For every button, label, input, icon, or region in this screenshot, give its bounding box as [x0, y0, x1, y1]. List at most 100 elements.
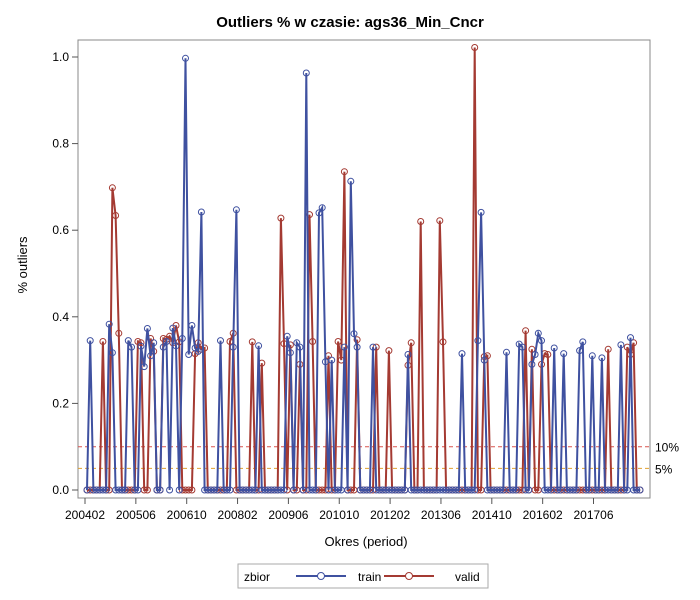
data-point-valid	[334, 338, 342, 345]
data-point-train	[172, 342, 180, 350]
data-point-valid	[522, 327, 530, 335]
data-point-train	[296, 343, 304, 351]
data-point-train	[178, 335, 186, 342]
data-point-train	[108, 349, 116, 357]
data-point-train	[328, 356, 336, 364]
y-tick-label: 0.2	[52, 396, 69, 410]
data-point-valid	[248, 338, 256, 346]
legend-label-train: train	[358, 570, 381, 584]
data-point-train	[334, 486, 342, 494]
data-point-train	[363, 486, 371, 494]
data-point-train	[611, 486, 619, 494]
x-tick-label: 201010	[319, 508, 359, 522]
data-point-train	[147, 352, 155, 360]
data-point-valid	[407, 339, 415, 347]
series-line-train	[86, 58, 640, 491]
data-point-train	[175, 486, 183, 494]
data-point-train	[474, 337, 482, 345]
data-point-train	[140, 363, 148, 371]
x-tick-label: 200906	[268, 508, 308, 522]
data-point-train	[572, 486, 580, 494]
data-point-valid	[137, 339, 145, 347]
data-point-train	[576, 347, 584, 355]
data-point-train	[369, 343, 377, 351]
data-point-valid	[143, 486, 151, 494]
data-point-train	[620, 486, 628, 494]
data-point-valid	[201, 344, 209, 352]
data-point-train	[636, 486, 644, 494]
x-tick-label: 201602	[523, 508, 563, 522]
data-point-valid	[115, 329, 123, 337]
data-point-train	[232, 206, 240, 214]
x-tick-label: 201306	[421, 508, 461, 522]
data-point-train	[156, 486, 164, 494]
data-point-train	[137, 342, 145, 350]
data-point-train	[194, 347, 202, 355]
data-point-valid	[604, 345, 612, 353]
legend-label-valid: valid	[455, 570, 480, 584]
data-point-train	[86, 337, 94, 345]
x-tick-label: 200610	[167, 508, 207, 522]
data-point-train	[592, 486, 599, 494]
data-point-valid	[99, 338, 107, 345]
data-point-valid	[439, 338, 447, 346]
x-tick-label: 201706	[573, 508, 613, 522]
data-point-train	[347, 177, 355, 185]
data-point-train	[617, 341, 625, 349]
data-point-train	[468, 486, 476, 494]
data-point-train	[522, 486, 530, 494]
data-point-train	[277, 486, 285, 494]
data-point-train	[452, 486, 460, 494]
x-tick-label: 200402	[65, 508, 105, 522]
data-point-valid	[471, 44, 479, 51]
data-point-train	[121, 486, 129, 494]
data-point-train	[229, 343, 237, 351]
data-point-train	[350, 330, 358, 338]
data-point-train	[223, 486, 231, 494]
data-point-train	[102, 486, 110, 494]
data-point-train	[471, 486, 479, 494]
data-point-valid	[544, 351, 552, 358]
data-point-train	[118, 486, 126, 494]
data-point-train	[185, 351, 193, 358]
data-point-train	[309, 486, 317, 494]
reference-line-label: 5%	[655, 462, 673, 476]
y-axis: 0.0 0.2 0.4 0.6 0.8 1.0	[52, 50, 78, 497]
y-tick-label: 0.0	[52, 483, 69, 497]
data-point-train	[210, 486, 218, 494]
data-point-train	[477, 208, 485, 216]
data-point-train	[217, 337, 224, 345]
data-point-train	[598, 354, 606, 362]
data-point-train	[312, 486, 320, 494]
y-tick-label: 0.8	[52, 137, 69, 151]
data-point-train	[128, 343, 135, 351]
data-point-train	[197, 208, 205, 216]
x-tick-label: 201410	[472, 508, 512, 522]
data-point-train	[553, 486, 561, 494]
data-point-valid	[188, 486, 196, 494]
data-point-train	[509, 486, 517, 494]
legend-frame	[237, 563, 489, 589]
data-point-train	[131, 486, 139, 494]
data-point-train	[633, 486, 641, 494]
data-point-train	[534, 329, 542, 337]
data-point-valid	[309, 338, 317, 345]
y-axis-label: % outliers	[15, 236, 30, 294]
data-point-train	[525, 486, 533, 494]
x-axis: 200402 200506 200610 200802 200906 201010 2012…	[65, 498, 614, 522]
y-tick-label: 0.4	[52, 310, 69, 324]
data-point-valid	[134, 338, 142, 345]
data-point-train	[226, 486, 234, 494]
series-layer	[83, 44, 644, 494]
data-point-train	[143, 325, 151, 332]
data-point-train	[538, 337, 545, 345]
data-point-train	[318, 204, 326, 212]
data-point-train	[248, 486, 256, 494]
data-point-train	[290, 486, 298, 494]
legend-marker-valid	[405, 572, 413, 580]
data-point-train	[188, 322, 196, 329]
data-point-valid	[185, 486, 193, 494]
data-point-train	[286, 349, 294, 357]
x-tick-label: 200802	[218, 508, 258, 522]
data-point-train	[280, 486, 288, 494]
